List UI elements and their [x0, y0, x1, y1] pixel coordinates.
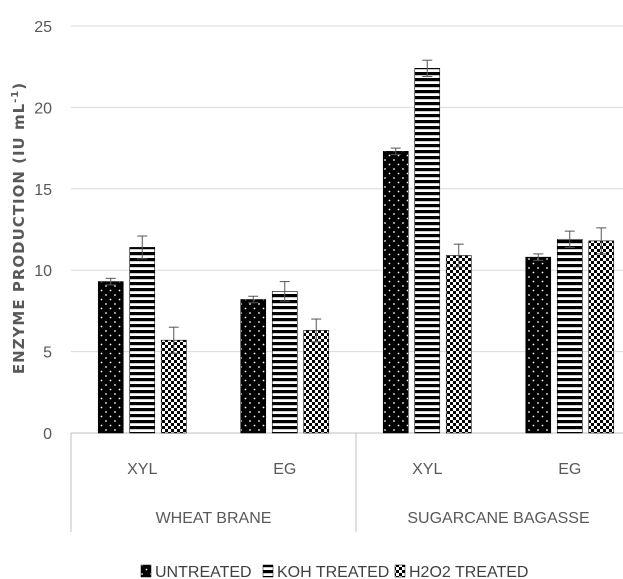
legend-label: UNTREATED: [155, 564, 252, 579]
y-tick-label: 25: [34, 19, 52, 36]
bar: [303, 330, 330, 434]
y-tick-label: 15: [34, 182, 52, 199]
labels: 0 5 10 15 20 25 XYL EG WHEAT BRANE XYL EG SUGARCANE…: [34, 19, 589, 527]
bar: [445, 255, 472, 434]
bar: [129, 247, 156, 434]
y-tick-label: 10: [34, 263, 52, 280]
x-category-label: XYL: [127, 461, 157, 478]
legend-swatch: [140, 564, 152, 578]
x-category-label: XYL: [412, 461, 442, 478]
legend-swatch: [394, 564, 406, 578]
bars: [97, 59, 615, 434]
legend: UNTREATED KOH TREATED H2O2 TREATED: [140, 564, 528, 579]
legend-label: KOH TREATED: [277, 564, 389, 579]
y-tick-label: 0: [43, 426, 52, 443]
bar: [556, 238, 583, 434]
bar: [271, 291, 298, 434]
x-category-label: EG: [273, 461, 296, 478]
bar: [160, 339, 187, 434]
bar: [97, 281, 124, 434]
bar: [240, 299, 267, 434]
y-tick-label: 5: [43, 345, 52, 362]
legend-swatch: [262, 564, 274, 578]
bar: [525, 256, 552, 434]
y-tick-label: 20: [34, 100, 52, 117]
bar: [414, 68, 441, 434]
bar: [382, 151, 409, 434]
bar: [588, 240, 615, 434]
x-group-label: WHEAT BRANE: [156, 510, 272, 527]
legend-label: H2O2 TREATED: [409, 564, 528, 579]
x-group-label: SUGARCANE BAGASSE: [407, 510, 589, 527]
y-axis-label: ENZYME PRODUCTION (IU mL-1): [10, 82, 28, 374]
x-category-label: EG: [558, 461, 581, 478]
